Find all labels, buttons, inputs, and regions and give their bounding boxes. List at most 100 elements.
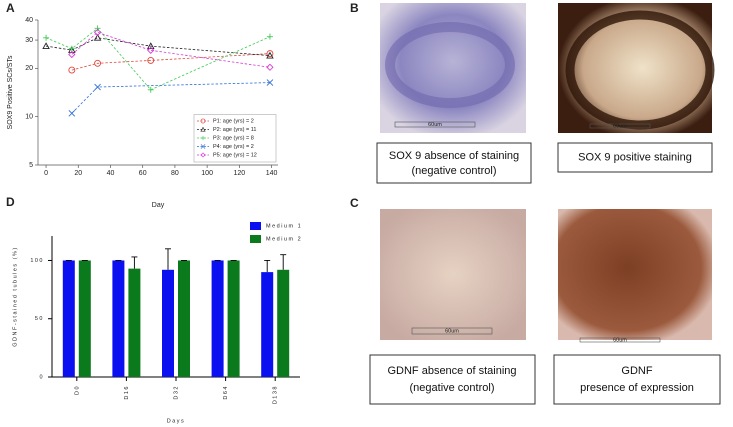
marker [266,79,274,86]
legend-marker [200,118,206,124]
legend-label: P1: age (yrs) = 2 [213,118,254,124]
micrograph: 60um [380,3,526,133]
x-tick-label: 100 [201,170,213,177]
caption: GDNF [621,365,652,377]
bar [178,260,190,377]
legend-marker [200,152,206,158]
marker [94,59,102,67]
bar [128,268,141,377]
x-tick-label: 60 [139,170,147,177]
legend-label: P5: age (yrs) = 12 [213,152,257,158]
x-axis-label: Days [167,418,186,424]
x-tick-label: 40 [107,170,115,177]
caption: GDNF absence of staining [387,365,516,377]
caption-box [553,354,721,405]
panel-label: A [6,1,15,15]
scale-label: 60um [613,123,627,129]
y-tick-label: 10 [25,114,33,121]
caption: SOX 9 absence of staining [389,150,519,162]
x-tick-label: D138 [273,385,279,404]
x-tick-label: D0 [74,385,80,395]
caption: (negative control) [412,165,497,177]
marker [93,28,102,37]
marker [68,46,76,53]
series-line [71,31,271,68]
legend-marker [200,126,206,132]
legend-label: Medium 2 [266,236,302,242]
marker [43,34,50,41]
caption-box [376,142,532,184]
marker [146,42,155,49]
y-tick-label: 20 [25,65,33,72]
marker [147,46,155,54]
error-bar [280,254,287,270]
x-tick-label: D64 [223,385,229,400]
caption: (negative control) [410,382,495,394]
caption-box [557,142,713,173]
micrograph: 60um [558,3,715,133]
y-tick-label: 0 [39,374,44,380]
y-axis-label: SOX9 Positive SCs/STs [7,55,14,129]
marker [68,45,75,52]
scale-label: 60um [428,122,442,128]
x-tick-label: 0 [44,170,48,177]
marker [68,50,76,59]
legend-marker [200,135,206,141]
y-tick-label: 30 [25,37,33,44]
y-axis-label: GDNF-stained tubules (%) [12,246,18,347]
bar [211,260,224,377]
x-tick-label: D32 [173,385,179,400]
marker [42,42,50,49]
y-tick-label: 5 [29,162,33,169]
scale-label: 60um [445,328,459,334]
marker [94,25,101,32]
caption: presence of expression [580,382,694,394]
marker [266,63,274,71]
micrograph: 60um [380,209,526,340]
legend-label: P4: age (yrs) = 2 [213,144,254,150]
legend-swatch [250,235,261,243]
marker [93,33,102,41]
legend-label: Medium 1 [266,223,302,229]
series-line [71,53,270,71]
legend-label: P3: age (yrs) = 8 [213,135,254,141]
scale-label: 60um [613,337,627,343]
x-tick-label: 20 [74,170,82,177]
bar [62,260,75,377]
marker [147,56,155,64]
y-tick-label: 40 [25,17,33,24]
caption-box [369,354,536,405]
y-tick-label: 50 [35,316,44,322]
legend-swatch [250,222,261,230]
x-axis-label: Day [152,202,165,209]
micrograph: 60um [558,209,712,343]
marker [266,51,274,59]
marker [266,33,273,40]
panel-label: B [350,1,359,15]
bar [162,269,174,377]
x-tick-label: 80 [171,170,179,177]
bar [227,260,240,377]
legend-marker [200,144,206,149]
bar [261,272,274,377]
series-line [71,82,270,114]
marker [147,86,154,93]
x-tick-label: 140 [266,170,278,177]
x-tick-label: 120 [233,170,245,177]
error-bar [264,260,271,273]
x-tick-label: D16 [124,385,130,400]
panel-label: C [350,196,359,210]
caption: SOX 9 positive staining [578,151,692,163]
y-tick-label: 100 [30,258,44,264]
error-bar [131,256,138,269]
bar [78,260,91,377]
panel-label: D [6,195,15,209]
bar [112,260,125,377]
series-line [45,27,271,91]
marker [266,50,274,58]
marker [68,66,76,74]
bar [277,269,290,377]
series-line [45,37,270,57]
legend-label: P2: age (yrs) = 11 [213,127,256,133]
